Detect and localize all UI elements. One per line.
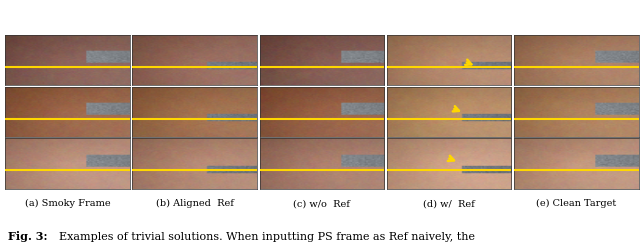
Text: Fig. 3:: Fig. 3:: [8, 230, 47, 241]
Text: Examples of trivial solutions. When inputting PS frame as Ref naively, the: Examples of trivial solutions. When inpu…: [52, 231, 476, 241]
Text: (c) w/o  Ref: (c) w/o Ref: [294, 198, 350, 207]
Text: (b) Aligned  Ref: (b) Aligned Ref: [156, 198, 234, 207]
Text: (d) w/  Ref: (d) w/ Ref: [423, 198, 475, 207]
Text: (e) Clean Target: (e) Clean Target: [536, 198, 616, 207]
Text: (a) Smoky Frame: (a) Smoky Frame: [25, 198, 110, 207]
